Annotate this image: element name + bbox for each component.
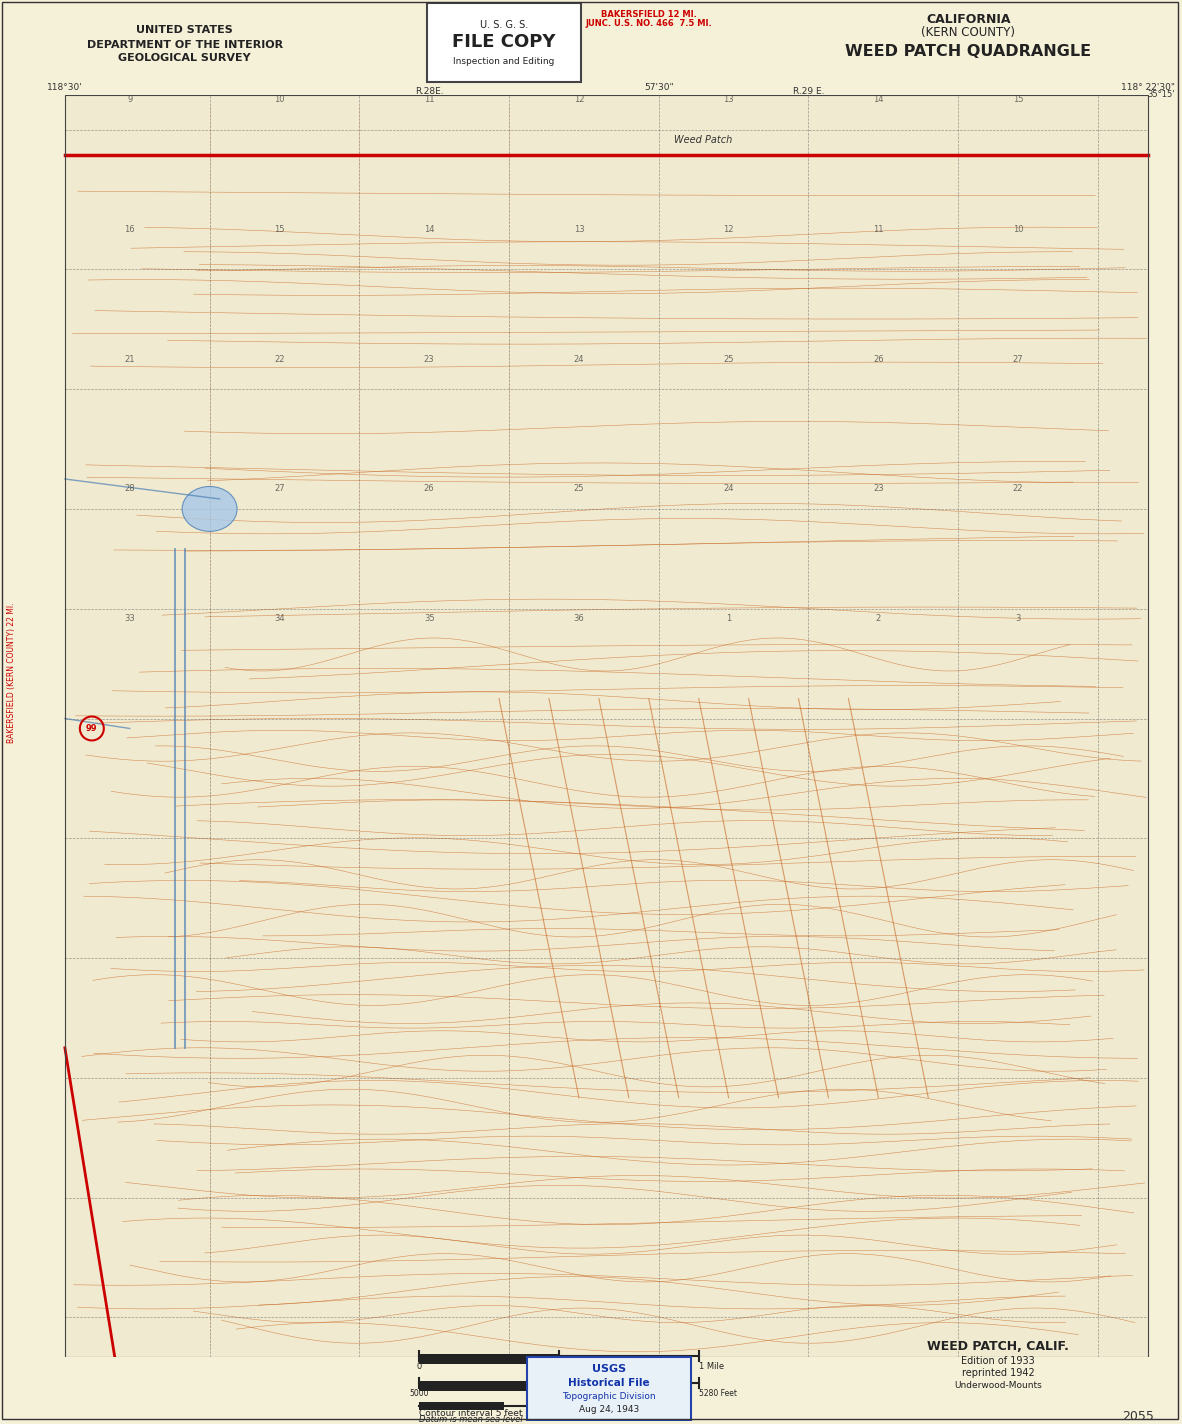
Text: 3: 3 [1015,614,1021,624]
Text: Historical File: Historical File [569,1378,650,1388]
Text: CALIFORNIA: CALIFORNIA [926,13,1011,27]
Text: 22: 22 [274,355,285,363]
Text: 13: 13 [723,95,734,104]
Text: 34: 34 [274,614,285,624]
Text: Edition of 1933: Edition of 1933 [961,1356,1035,1366]
Text: 13: 13 [573,225,584,234]
Text: Underwood-Mounts: Underwood-Mounts [954,1381,1043,1390]
Text: reprinted 1942: reprinted 1942 [962,1368,1034,1378]
Bar [420,1381,559,1391]
Text: 2055: 2055 [1122,1410,1154,1423]
Text: STATE OF CALIFORNIA: STATE OF CALIFORNIA [430,26,567,36]
Text: 27: 27 [274,484,285,494]
Text: 36: 36 [573,614,584,624]
Text: FILE COPY: FILE COPY [453,33,556,51]
Text: DIRECTOR OF PUBLIC WORKS: DIRECTOR OF PUBLIC WORKS [427,48,572,58]
Text: 11: 11 [424,95,435,104]
Bar [65,95,1148,1357]
Text: 23: 23 [424,355,435,363]
Text: 0: 0 [416,1363,422,1371]
Text: 0: 0 [557,1388,561,1398]
Text: 118°30': 118°30' [47,84,83,93]
Text: 15: 15 [1013,95,1024,104]
Text: 25: 25 [573,484,584,494]
Text: 15: 15 [274,225,285,234]
Text: R.29 E.: R.29 E. [793,87,824,97]
Text: (KERN COUNTY): (KERN COUNTY) [921,27,1015,40]
Text: WEED PATCH, CALIF.: WEED PATCH, CALIF. [927,1340,1069,1353]
Text: 14: 14 [424,225,435,234]
Text: 24: 24 [573,355,584,363]
Text: 11: 11 [873,225,884,234]
Bar [420,1354,559,1364]
FancyBboxPatch shape [527,1357,690,1421]
Text: 26: 26 [873,355,884,363]
Text: 26: 26 [424,484,435,494]
Text: 28: 28 [124,484,135,494]
Text: 10: 10 [274,95,285,104]
Text: 1 Mile: 1 Mile [699,1363,723,1371]
Text: 1: 1 [726,614,732,624]
Text: JUNC. U.S. NO. 466  7.5 MI.: JUNC. U.S. NO. 466 7.5 MI. [585,20,713,28]
Text: 33: 33 [124,614,135,624]
Text: 9: 9 [128,95,132,104]
Text: 5280 Feet: 5280 Feet [699,1388,736,1398]
Text: Inspection and Editing: Inspection and Editing [454,57,554,67]
Text: 21: 21 [124,355,135,363]
Text: R.28E.: R.28E. [415,87,443,97]
Text: Topographic Division: Topographic Division [563,1391,656,1401]
Text: WEED PATCH QUADRANGLE: WEED PATCH QUADRANGLE [845,44,1091,60]
Text: 57'30": 57'30" [644,84,674,93]
Text: REPRESENTED BY THE: REPRESENTED BY THE [444,37,553,47]
Text: 22: 22 [1013,484,1024,494]
Text: 118° 22'30": 118° 22'30" [1121,84,1175,93]
Text: UNITED STATES: UNITED STATES [136,26,233,36]
Text: 1 Kilometer: 1 Kilometer [591,1401,635,1410]
Text: 1/2: 1/2 [552,1363,566,1371]
Bar [420,1403,504,1410]
Text: 25: 25 [723,355,734,363]
Text: USGS: USGS [592,1364,626,1374]
Text: Aug 24, 1943: Aug 24, 1943 [579,1404,639,1414]
Text: 27: 27 [1013,355,1024,363]
Text: U. S. G. S.: U. S. G. S. [480,20,528,30]
Text: 16: 16 [124,225,135,234]
Bar [65,95,1148,1357]
Text: 5000: 5000 [409,1388,429,1398]
FancyBboxPatch shape [427,3,580,81]
Text: 12: 12 [723,225,734,234]
Text: BAKERSFIELD (KERN COUNTY) 22 MI.: BAKERSFIELD (KERN COUNTY) 22 MI. [7,602,17,743]
Text: 99: 99 [86,723,98,733]
Text: 2: 2 [876,614,881,624]
Text: GEOLOGICAL SURVEY: GEOLOGICAL SURVEY [118,53,251,63]
Text: 35°15': 35°15' [1147,90,1175,100]
Text: Weed Patch: Weed Patch [674,135,732,145]
Ellipse shape [182,487,238,531]
Text: BAKERSFIELD 12 MI.: BAKERSFIELD 12 MI. [600,10,696,20]
Text: 10: 10 [1013,225,1024,234]
Bar [0,1357,1180,1421]
Text: Contour interval 5 feet: Contour interval 5 feet [420,1408,522,1417]
Text: 14: 14 [873,95,884,104]
Text: (Partier School): (Partier School) [465,60,534,68]
Text: DEPARTMENT OF THE INTERIOR: DEPARTMENT OF THE INTERIOR [86,40,282,50]
Text: 35: 35 [424,614,435,624]
Text: Datum is mean sea level: Datum is mean sea level [420,1414,522,1424]
Text: 12: 12 [573,95,584,104]
Text: 24: 24 [723,484,734,494]
Bar [0,0,1180,95]
Text: 23: 23 [873,484,884,494]
